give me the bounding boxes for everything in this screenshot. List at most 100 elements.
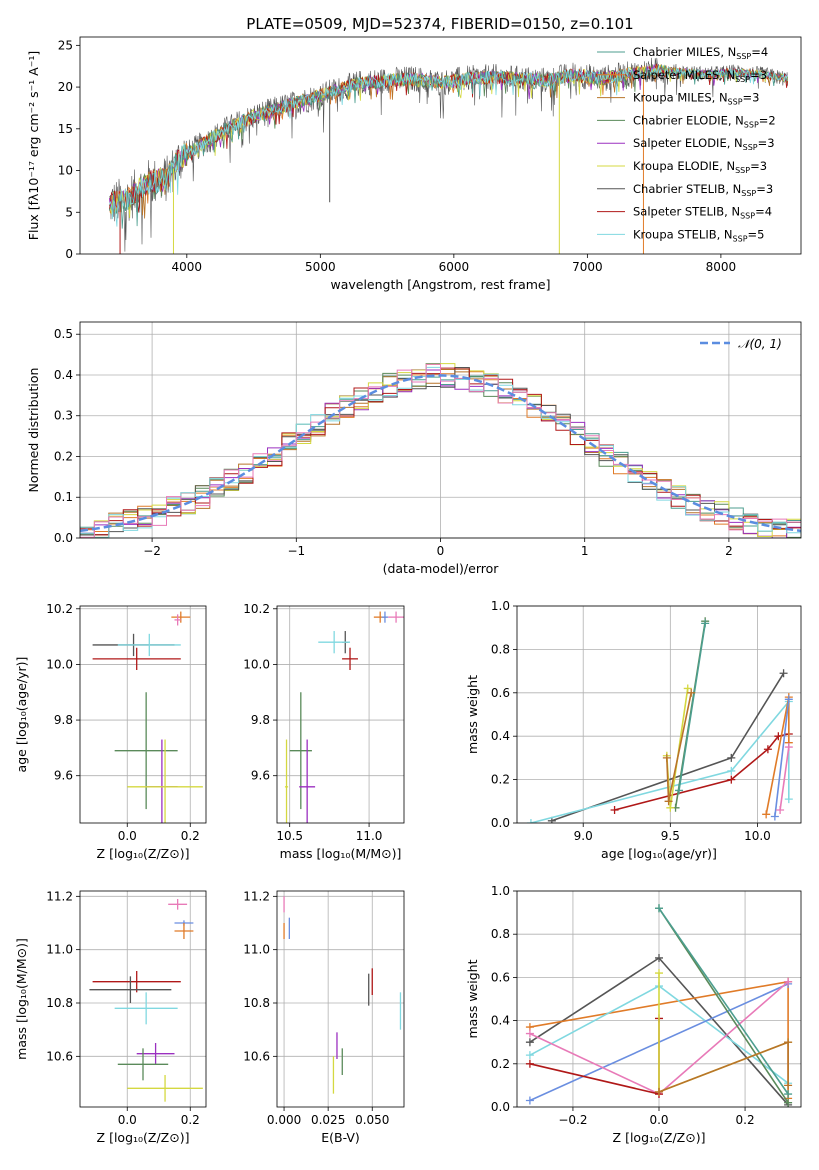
weight-point-marker [525, 1059, 534, 1068]
weight-point-marker [727, 766, 736, 775]
spectrum-frame [79, 36, 802, 255]
weight-point-marker [655, 953, 663, 962]
x-tick-label: 0.050 [355, 1113, 389, 1127]
x-tick-label: 6000 [439, 260, 470, 274]
weight-series-line [530, 699, 790, 823]
y-tick-label: 1.0 [491, 599, 510, 613]
weight-series-line [678, 623, 706, 791]
weight-point-marker [525, 1038, 534, 1047]
legend-count: =3 [743, 91, 760, 105]
legend-subscript: SSP [743, 143, 758, 152]
y-tick-label: 0.4 [54, 368, 73, 382]
legend-label: Salpeter ELODIE, N [633, 136, 743, 150]
x-tick-label: 0 [437, 544, 445, 558]
y-tick-label: 0.4 [491, 729, 510, 743]
y-tick-label: 0.3 [54, 409, 73, 423]
y-tick-label: 11.2 [243, 889, 270, 903]
weight_vs_Z-marks [525, 904, 793, 1107]
legend-subscript: SSP [728, 98, 743, 107]
legend-label: Kroupa MILES, N [633, 91, 728, 105]
x-tick-label: 10.5 [276, 829, 303, 843]
weight-point-marker [784, 977, 793, 986]
legend-entry: Chabrier MILES, NSSP=4 [633, 45, 768, 61]
gaussian-curve [80, 374, 801, 533]
x-axis-label: Z [log₁₀(Z/Z⊙)] [97, 1130, 190, 1145]
weight-series-line [774, 699, 790, 817]
spectrum-series-line [109, 66, 788, 227]
legend-count: =2 [759, 113, 776, 127]
y-tick-label: 9.6 [251, 769, 270, 783]
legend-entry: Chabrier ELODIE, NSSP=2 [633, 113, 776, 129]
mass_vs_ebv-marks [283, 896, 402, 1094]
legend-subscript: SSP [741, 189, 756, 198]
weight-point-marker [784, 695, 793, 704]
x-tick-label: 5000 [305, 260, 336, 274]
y-tick-label: 9.6 [54, 769, 73, 783]
y-tick-label: 10.8 [46, 996, 73, 1010]
y-axis-label: age [log₁₀(age/yr)] [14, 657, 29, 773]
residuals-legend: 𝒩(0, 1) [700, 337, 782, 351]
y-tick-label: 5 [65, 205, 73, 219]
legend-count: =3 [750, 159, 767, 173]
x-tick-label: 0.025 [311, 1113, 345, 1127]
x-tick-label: 1 [581, 544, 589, 558]
weight_vs_age-axes: 9.0 9.5 10.0 0.0 0.2 0.4 0.6 0.8 1.0 age [log₁₀(a… [465, 599, 802, 861]
age_vs_mass-frame [276, 605, 405, 824]
weight-point-marker [666, 803, 675, 812]
y-axis-label: mass weight [465, 675, 480, 754]
weight_vs_age-marks [526, 617, 793, 823]
y-tick-label: 15 [58, 122, 73, 136]
weight-point-marker [784, 795, 793, 804]
legend-entry: Kroupa MILES, NSSP=3 [633, 91, 759, 107]
x-axis-label: (data-model)/error [383, 561, 500, 576]
x-tick-label: 4000 [172, 260, 203, 274]
y-tick-label: 1.0 [491, 884, 510, 898]
spectrum-axes: 4000 5000 6000 7000 8000 0 5 10 15 20 25 wavelength… [26, 36, 802, 292]
y-tick-label: 10.6 [243, 1049, 270, 1063]
x-tick-label: 8000 [706, 260, 737, 274]
y-tick-label: 20 [58, 80, 73, 94]
legend-label: Kroupa ELODIE, N [633, 159, 735, 173]
weight-point-marker [763, 745, 772, 754]
weight_vs_age-frame [516, 605, 802, 824]
x-tick-label: 0.0 [118, 829, 137, 843]
weight-point-marker [762, 810, 771, 819]
weight-point-marker [675, 786, 684, 795]
weight-point-marker [727, 753, 736, 762]
spectrum-series-line [109, 57, 788, 252]
weight-point-marker [525, 1029, 534, 1038]
x-tick-label: 0.000 [267, 1113, 301, 1127]
y-tick-label: 0.8 [491, 642, 510, 656]
y-tick-label: 10.0 [46, 657, 73, 671]
y-tick-label: 0.5 [54, 327, 73, 341]
mass_vs_Z-frame [79, 890, 207, 1108]
weight-point-marker [525, 1096, 534, 1105]
x-tick-label: 2 [725, 544, 733, 558]
weight-point-marker [664, 797, 673, 806]
legend-subscript: SSP [733, 234, 748, 243]
weight-point-marker [784, 1038, 793, 1047]
y-tick-label: 0.1 [54, 490, 73, 504]
y-tick-label: 0.2 [54, 449, 73, 463]
age_vs_mass-marks [284, 611, 404, 823]
age_vs_Z-frame [79, 605, 207, 824]
legend-entry: Chabrier STELIB, NSSP=3 [633, 182, 773, 198]
x-tick-label: 0.2 [181, 829, 200, 843]
y-axis-label: Flux [fλ10⁻¹⁷ erg cm⁻² s⁻¹ A⁻¹] [26, 51, 41, 240]
y-tick-label: 11.0 [46, 943, 73, 957]
weight-point-marker [526, 819, 535, 823]
y-tick-label: 0.6 [491, 686, 510, 700]
mass_vs_Z-marks [89, 899, 203, 1102]
weight-point-marker [784, 743, 793, 752]
residuals-axes: −2 −1 0 1 2 0.0 0.1 0.2 0.3 0.4 0.5 (data-model)/er… [26, 321, 802, 576]
weight-point-marker [779, 669, 788, 678]
y-tick-label: 25 [58, 38, 73, 52]
x-tick-label: −1 [287, 544, 305, 558]
legend-entry: Salpeter STELIB, NSSP=4 [633, 205, 772, 221]
mass_vs_ebv-frame [276, 890, 405, 1108]
weight-point-marker [655, 1087, 663, 1096]
y-tick-label: 0.4 [491, 1014, 510, 1028]
x-axis-label: age [log₁₀(age/yr)] [601, 846, 717, 861]
y-tick-label: 10.2 [243, 602, 270, 616]
weight-series-line [614, 733, 789, 811]
